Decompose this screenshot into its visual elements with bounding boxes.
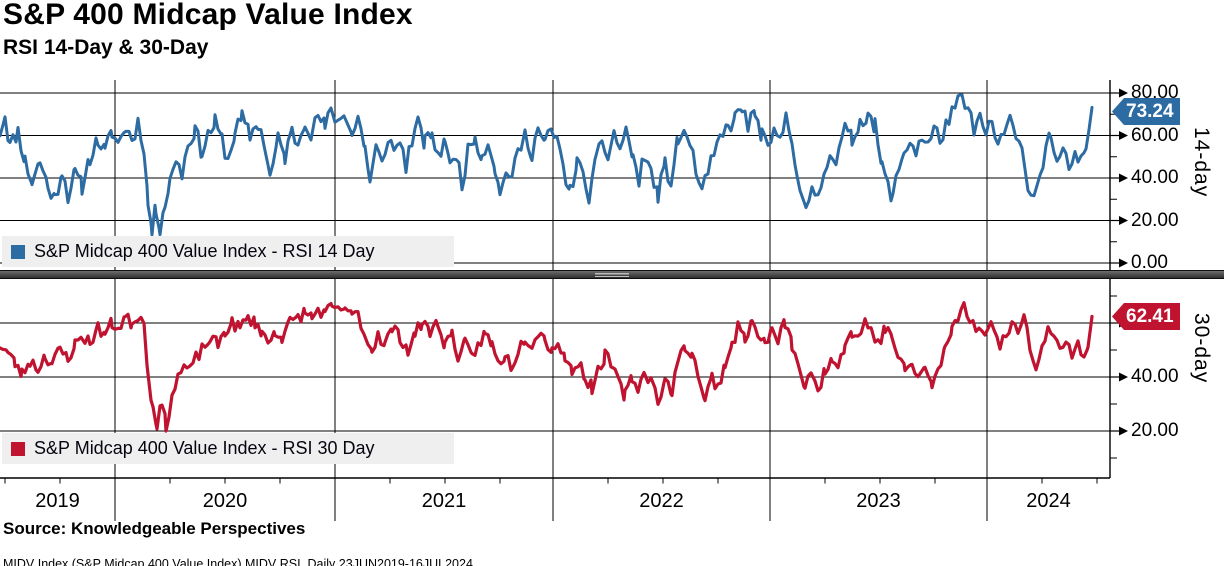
legend-rsi14[interactable]: S&P Midcap 400 Value Index - RSI 14 Day (2, 236, 454, 267)
legend-swatch-rsi14-icon (11, 244, 25, 259)
x-axis-year-label: 2019 (35, 490, 80, 512)
page-subtitle: RSI 14-Day & 30-Day (3, 36, 209, 59)
footer-bar: MIDV Index (S&P Midcap 400 Value Index) … (0, 543, 1224, 566)
x-axis-year-label: 2024 (1026, 490, 1071, 512)
legend-rsi30[interactable]: S&P Midcap 400 Value Index - RSI 30 Day (2, 433, 454, 464)
y-axis-tick-label: 60.00 (1131, 124, 1179, 146)
x-axis-year-label: 2020 (202, 490, 248, 512)
legend-swatch-rsi30-icon (11, 441, 25, 456)
last-value-badge-rsi14: 73.24 (1112, 98, 1180, 125)
y-axis-tick-label: 40.00 (1131, 366, 1179, 387)
legend-label-rsi14: S&P Midcap 400 Value Index - RSI 14 Day (34, 241, 375, 261)
y-axis-tick-label: 0.00 (1131, 252, 1168, 273)
x-axis-year-label: 2023 (856, 490, 901, 512)
y-axis-title-14day: 14-day (1190, 127, 1213, 198)
page-title: S&P 400 Midcap Value Index (3, 0, 413, 31)
footer-security-info: MIDV Index (S&P Midcap 400 Value Index) … (3, 557, 473, 566)
last-value-badge-rsi30: 62.41 (1112, 303, 1180, 330)
legend-label-rsi30: S&P Midcap 400 Value Index - RSI 30 Day (34, 438, 375, 458)
y-axis-tick-label: 20.00 (1131, 420, 1179, 441)
y-axis-tick-label: 80.00 (1131, 82, 1179, 103)
source-line: Source: Knowledgeable Perspectives (3, 519, 306, 538)
y-axis-title-30day: 30-day (1190, 313, 1213, 384)
y-axis-tick-label: 20.00 (1131, 209, 1179, 231)
panel-divider-grip-icon[interactable] (595, 273, 629, 277)
y-axis-tick-label: 40.00 (1131, 167, 1179, 188)
panel-divider[interactable] (0, 270, 1224, 279)
x-axis-year-label: 2022 (639, 490, 684, 512)
x-axis-year-label: 2021 (421, 490, 467, 512)
